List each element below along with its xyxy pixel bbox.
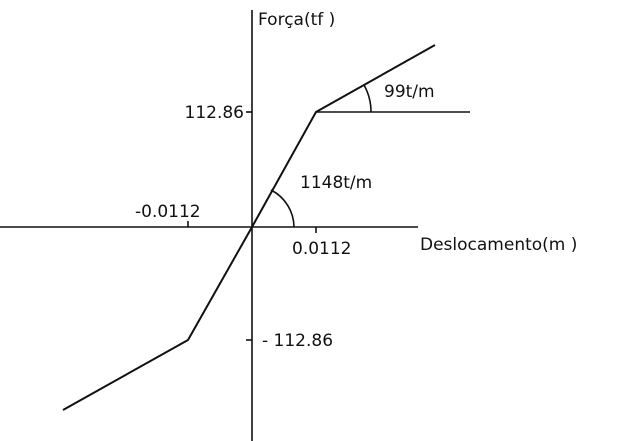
label: -0.0112	[135, 202, 201, 222]
force-displacement-curve	[62, 44, 436, 411]
label: 0.0112	[292, 239, 351, 259]
label: 99t/m	[384, 82, 435, 102]
label: - 112.86	[262, 331, 333, 351]
y-axis-label: Força(tf )	[258, 10, 335, 30]
label: 112.86	[185, 103, 244, 123]
angle-arc	[363, 84, 372, 113]
angle-arc	[270, 189, 295, 228]
x-axis-label: Deslocamento(m )	[420, 235, 577, 255]
label: 1148t/m	[300, 173, 372, 193]
